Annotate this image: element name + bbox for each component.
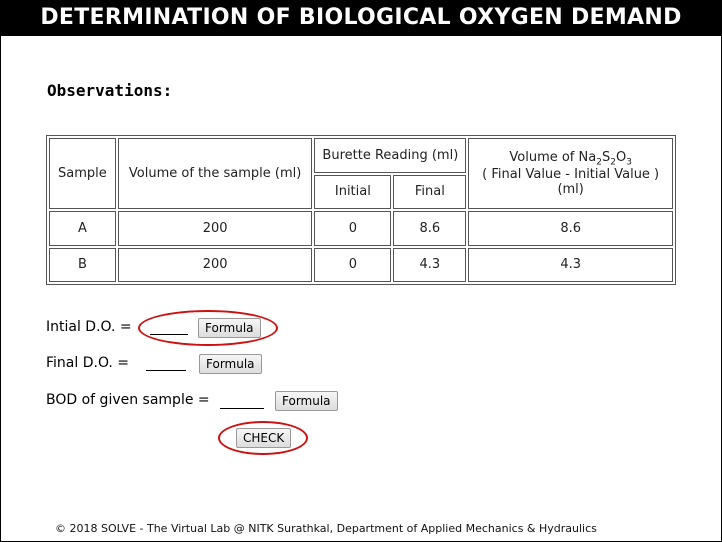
- header-na-volume: Volume of Na2S2O3 ( Final Value - Initia…: [468, 138, 673, 209]
- bod-formula-button[interactable]: Formula: [275, 391, 338, 411]
- header-na-line2: ( Final Value - Initial Value ): [482, 167, 660, 183]
- cell-initial: 0: [314, 211, 392, 246]
- header-initial: Initial: [314, 174, 392, 209]
- cell-initial: 0: [314, 247, 392, 282]
- cell-volume: 200: [117, 247, 313, 282]
- bod-label: BOD of given sample =: [46, 392, 210, 408]
- page-title: DETERMINATION OF BIOLOGICAL OXYGEN DEMAN…: [0, 0, 722, 36]
- header-na-line3: (ml): [557, 182, 584, 198]
- observations-heading: Observations:: [47, 81, 173, 100]
- header-na-sub3: 3: [626, 157, 632, 168]
- final-do-label: Final D.O. =: [46, 355, 130, 371]
- cell-final: 4.3: [393, 247, 467, 282]
- header-sample: Sample: [49, 138, 116, 209]
- header-final: Final: [393, 174, 467, 209]
- header-na-s: S: [601, 149, 611, 165]
- header-burette-reading: Burette Reading (ml): [314, 138, 467, 173]
- table-row: A 200 0 8.6 8.6: [49, 211, 673, 246]
- header-na-o: O: [615, 149, 627, 165]
- final-do-answer-field[interactable]: [146, 370, 186, 371]
- cell-final: 8.6: [393, 211, 467, 246]
- header-na-sub2: 2: [610, 157, 616, 168]
- initial-do-answer-field[interactable]: [150, 334, 188, 335]
- footer-copyright: © 2018 SOLVE - The Virtual Lab @ NITK Su…: [55, 522, 597, 535]
- initial-do-label: Intial D.O. =: [46, 319, 132, 335]
- cell-sample: A: [49, 211, 116, 246]
- header-na-sub1: 2: [596, 157, 602, 168]
- cell-volume: 200: [117, 211, 313, 246]
- initial-do-formula-button[interactable]: Formula: [198, 318, 261, 338]
- check-button[interactable]: CHECK: [236, 428, 292, 448]
- header-volume: Volume of the sample (ml): [117, 138, 313, 209]
- bod-answer-field[interactable]: [220, 408, 264, 409]
- cell-na-volume: 8.6: [468, 211, 673, 246]
- final-do-formula-button[interactable]: Formula: [199, 354, 262, 374]
- observations-table: Sample Volume of the sample (ml) Burette…: [46, 135, 676, 285]
- cell-na-volume: 4.3: [468, 247, 673, 282]
- cell-sample: B: [49, 247, 116, 282]
- header-na-prefix: Volume of Na: [509, 149, 597, 165]
- table-row: B 200 0 4.3 4.3: [49, 247, 673, 282]
